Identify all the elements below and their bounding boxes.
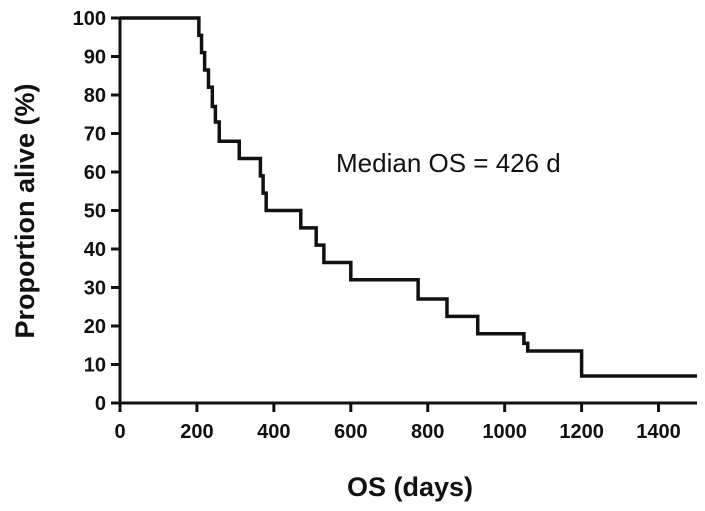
y-tick-label: 60 — [84, 162, 106, 184]
x-axis-ticks: 0 200 400 600 800 1000 1200 1400 — [114, 403, 681, 443]
y-tick-label: 0 — [95, 393, 106, 415]
y-axis-title: Proportion alive (%) — [10, 83, 40, 338]
survival-curve-line — [120, 16, 697, 378]
x-tick-label: 200 — [180, 421, 213, 443]
y-tick-label: 50 — [84, 201, 106, 223]
x-tick-label: 800 — [411, 421, 444, 443]
y-tick-label: 40 — [84, 239, 106, 261]
x-tick-label: 0 — [114, 421, 125, 443]
y-tick-label: 20 — [84, 316, 106, 338]
median-os-annotation: Median OS = 426 d — [336, 148, 561, 178]
y-tick-label: 30 — [84, 278, 106, 300]
y-tick-label: 100 — [73, 8, 106, 30]
y-axis-ticks: 0 10 20 30 40 50 60 70 80 90 100 — [73, 8, 120, 415]
y-tick-label: 80 — [84, 85, 106, 107]
y-tick-label: 90 — [84, 47, 106, 69]
y-tick-label: 70 — [84, 124, 106, 146]
x-tick-label: 1200 — [559, 421, 604, 443]
x-tick-label: 1000 — [482, 421, 527, 443]
x-axis-title: OS (days) — [347, 472, 473, 502]
x-tick-label: 1400 — [636, 421, 681, 443]
y-tick-label: 10 — [84, 355, 106, 377]
x-tick-label: 600 — [334, 421, 367, 443]
x-tick-label: 400 — [257, 421, 290, 443]
